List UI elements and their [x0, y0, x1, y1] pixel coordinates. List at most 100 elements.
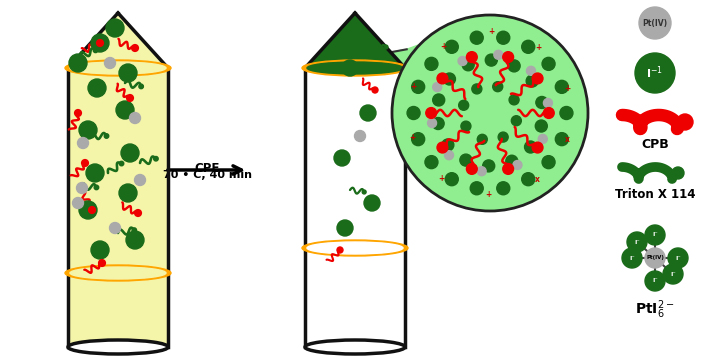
- Circle shape: [139, 84, 144, 89]
- Polygon shape: [68, 68, 168, 345]
- Circle shape: [127, 95, 134, 101]
- Circle shape: [525, 141, 536, 153]
- Circle shape: [466, 164, 477, 174]
- Circle shape: [645, 271, 665, 291]
- Circle shape: [509, 95, 519, 105]
- Ellipse shape: [302, 240, 408, 256]
- Circle shape: [494, 50, 503, 59]
- Circle shape: [522, 40, 535, 53]
- Circle shape: [121, 144, 139, 162]
- Circle shape: [622, 248, 642, 268]
- Circle shape: [477, 167, 486, 176]
- Circle shape: [154, 156, 158, 161]
- Circle shape: [104, 58, 116, 68]
- Text: x: x: [565, 135, 569, 144]
- Circle shape: [470, 182, 483, 195]
- Circle shape: [433, 83, 442, 92]
- Circle shape: [536, 97, 548, 108]
- Circle shape: [89, 207, 95, 213]
- Text: I⁻: I⁻: [675, 256, 681, 261]
- Circle shape: [677, 114, 693, 130]
- Circle shape: [485, 54, 498, 66]
- Text: CPE: CPE: [194, 162, 220, 175]
- Circle shape: [645, 225, 665, 245]
- Circle shape: [639, 7, 671, 39]
- Circle shape: [645, 248, 665, 268]
- Circle shape: [536, 120, 547, 132]
- Circle shape: [77, 183, 87, 194]
- Circle shape: [497, 182, 510, 195]
- Circle shape: [412, 133, 425, 146]
- Ellipse shape: [70, 267, 166, 279]
- Ellipse shape: [68, 340, 168, 354]
- Circle shape: [132, 45, 139, 52]
- Circle shape: [526, 75, 538, 87]
- Circle shape: [342, 60, 358, 76]
- Circle shape: [442, 139, 454, 151]
- Text: I⁻: I⁻: [634, 240, 640, 245]
- Circle shape: [99, 260, 105, 266]
- Circle shape: [556, 80, 568, 93]
- Circle shape: [426, 108, 437, 118]
- Circle shape: [433, 94, 445, 106]
- Circle shape: [543, 98, 553, 107]
- Text: +: +: [409, 132, 415, 141]
- Circle shape: [503, 52, 513, 63]
- Text: PtI$_6^{2-}$: PtI$_6^{2-}$: [636, 298, 675, 321]
- Text: +: +: [438, 174, 445, 183]
- Circle shape: [106, 19, 124, 37]
- Circle shape: [384, 45, 388, 49]
- Circle shape: [392, 15, 588, 211]
- Circle shape: [74, 110, 82, 116]
- Circle shape: [412, 80, 425, 93]
- Circle shape: [116, 101, 134, 119]
- Circle shape: [86, 164, 104, 182]
- Text: I⁻: I⁻: [629, 256, 635, 261]
- Text: 70 • C, 40 min: 70 • C, 40 min: [162, 170, 252, 180]
- Circle shape: [97, 40, 104, 47]
- Circle shape: [445, 173, 458, 186]
- Text: I$^{-1}$: I$^{-1}$: [646, 65, 664, 81]
- Circle shape: [425, 57, 438, 71]
- Circle shape: [532, 142, 543, 153]
- Circle shape: [425, 156, 438, 169]
- Circle shape: [104, 134, 109, 138]
- Polygon shape: [305, 13, 405, 68]
- Text: x: x: [534, 175, 539, 184]
- Circle shape: [134, 209, 142, 216]
- Circle shape: [126, 231, 144, 249]
- Text: +: +: [488, 27, 494, 36]
- Circle shape: [663, 264, 683, 284]
- Circle shape: [79, 121, 97, 139]
- Circle shape: [119, 64, 137, 82]
- Text: CPB: CPB: [641, 138, 669, 151]
- Circle shape: [91, 241, 109, 259]
- Circle shape: [363, 190, 366, 194]
- Circle shape: [672, 167, 684, 179]
- Text: I⁻: I⁻: [652, 232, 658, 237]
- Ellipse shape: [307, 242, 403, 254]
- Circle shape: [337, 220, 353, 236]
- Text: Pt(IV): Pt(IV): [646, 256, 664, 261]
- Circle shape: [93, 48, 98, 53]
- Circle shape: [69, 54, 87, 72]
- Circle shape: [497, 31, 510, 44]
- Circle shape: [129, 112, 141, 124]
- Text: +: +: [485, 190, 492, 199]
- Ellipse shape: [302, 60, 408, 76]
- Circle shape: [483, 160, 495, 172]
- Circle shape: [460, 154, 472, 166]
- Ellipse shape: [70, 62, 166, 74]
- Circle shape: [432, 117, 444, 130]
- Text: +: +: [440, 42, 446, 51]
- Circle shape: [79, 201, 97, 219]
- Circle shape: [119, 184, 137, 202]
- Circle shape: [77, 137, 89, 149]
- Polygon shape: [305, 15, 500, 68]
- Circle shape: [364, 195, 380, 211]
- Text: I⁻: I⁻: [652, 279, 658, 284]
- Text: I⁻: I⁻: [670, 271, 676, 276]
- Circle shape: [119, 161, 124, 166]
- Circle shape: [372, 87, 378, 93]
- Circle shape: [526, 66, 536, 75]
